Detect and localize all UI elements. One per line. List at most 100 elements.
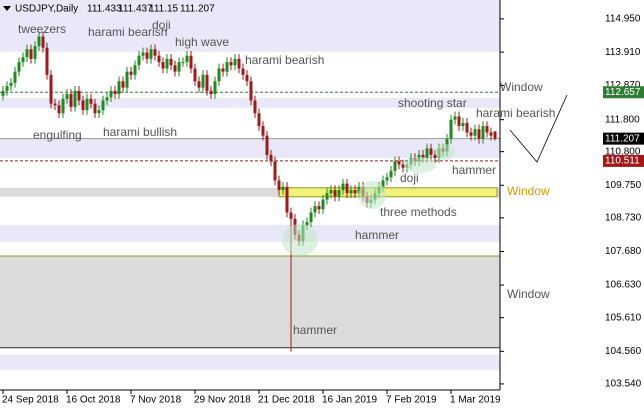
candle-body [101, 100, 105, 111]
annotation: harami bullish [103, 125, 177, 139]
x-tick-label: 7 Feb 2019 [386, 395, 437, 406]
candle-body [81, 100, 85, 111]
level-label: 110.511 [605, 156, 640, 167]
candle-body [309, 212, 313, 223]
candle-body [181, 62, 185, 64]
annotation: hammer [452, 163, 496, 177]
candle-body [25, 49, 29, 58]
candle-body [229, 62, 233, 66]
candle-body [41, 36, 45, 48]
candle-body [381, 180, 385, 187]
candle-body [385, 177, 389, 181]
y-tick-label: 108.730 [605, 213, 642, 224]
candle-body [469, 132, 473, 136]
annotation: shooting star [398, 96, 467, 110]
candle-body [49, 74, 53, 104]
y-tick-label: 112.870 [605, 80, 641, 91]
annotation: harami bearish [245, 53, 324, 67]
axes: 114.950 113.910 112.870 111.800 110.800 109.7… [2, 14, 644, 406]
candle-body [29, 49, 33, 59]
annotation: high wave [175, 35, 229, 49]
y-tick-label: 110.800 [605, 146, 641, 157]
candle-body [97, 110, 101, 114]
candle-body [485, 126, 489, 133]
highlight [358, 181, 386, 209]
candle-body [241, 68, 245, 75]
candle-body [69, 94, 73, 107]
candle-body [313, 206, 317, 213]
candle-body [233, 58, 237, 66]
candle-body [201, 74, 205, 88]
annotation: doji [400, 171, 419, 185]
x-tick-label: 7 Nov 2018 [130, 395, 182, 406]
candle-body [453, 116, 457, 120]
annotation: engulfing [33, 128, 82, 142]
candle-body [137, 55, 141, 66]
header-open: 111.433 [87, 4, 122, 15]
window-zone [278, 187, 498, 198]
level-label-box [603, 132, 644, 145]
annotation: three methods [380, 205, 457, 219]
candle-body [45, 47, 49, 75]
candle-body [457, 116, 461, 127]
candle-body [33, 46, 37, 59]
candle-body [221, 68, 225, 72]
symbol: USDJPY,Daily [15, 4, 78, 15]
zone [0, 224, 500, 242]
zones [0, 0, 500, 370]
candle-body [73, 90, 77, 107]
candle-body [389, 170, 393, 178]
y-tick-label: 104.560 [605, 346, 642, 357]
candle-body [157, 55, 161, 63]
candle-body [285, 186, 289, 213]
candle-body [197, 81, 201, 88]
candle-body [269, 154, 273, 162]
candle-body [433, 154, 437, 159]
candle-body [177, 62, 181, 72]
annotation: tweezers [18, 22, 66, 36]
candle-body [117, 81, 121, 95]
candle-body [173, 65, 177, 72]
candle-body [205, 74, 209, 91]
candle-body [237, 58, 241, 69]
candle-body [65, 94, 69, 99]
candle-body [261, 126, 265, 136]
candle-body [185, 55, 189, 63]
x-tick-label: 16 Jan 2019 [322, 395, 377, 406]
candle-body [281, 186, 285, 191]
annotation: hammer [355, 228, 399, 242]
y-tick-label: 114.950 [605, 14, 641, 25]
menu-icon[interactable] [3, 6, 11, 11]
zone [0, 97, 500, 108]
candle-body [125, 71, 129, 88]
annotation: hammer [293, 323, 337, 337]
candle-body [277, 180, 281, 191]
candle-body [329, 190, 333, 194]
level-label-box [603, 154, 644, 167]
candle-body [17, 62, 21, 72]
candle-body [481, 126, 485, 139]
candle-body [21, 57, 25, 63]
level-label: 112.657 [605, 87, 641, 98]
annotation: harami bearish [476, 106, 555, 120]
zone [0, 0, 500, 52]
zone [0, 255, 500, 348]
candle-body [257, 113, 261, 127]
y-tick-label: 103.540 [605, 379, 642, 390]
candle-body [121, 81, 125, 88]
candle-body [13, 71, 17, 83]
candle-body [265, 135, 269, 155]
candle-body [141, 52, 145, 56]
highlight [404, 157, 436, 173]
header: USDJPY,Daily 111.433 111.437 111.15 111.… [3, 4, 215, 15]
projection [509, 94, 568, 163]
zone [0, 354, 500, 370]
candle-body [461, 122, 465, 127]
highlight [282, 224, 318, 256]
y-tick-label: 111.800 [605, 114, 640, 125]
highlight [435, 144, 455, 160]
annotation: Window [500, 80, 543, 94]
candle-body [401, 164, 405, 168]
candle-body [1, 90, 5, 96]
